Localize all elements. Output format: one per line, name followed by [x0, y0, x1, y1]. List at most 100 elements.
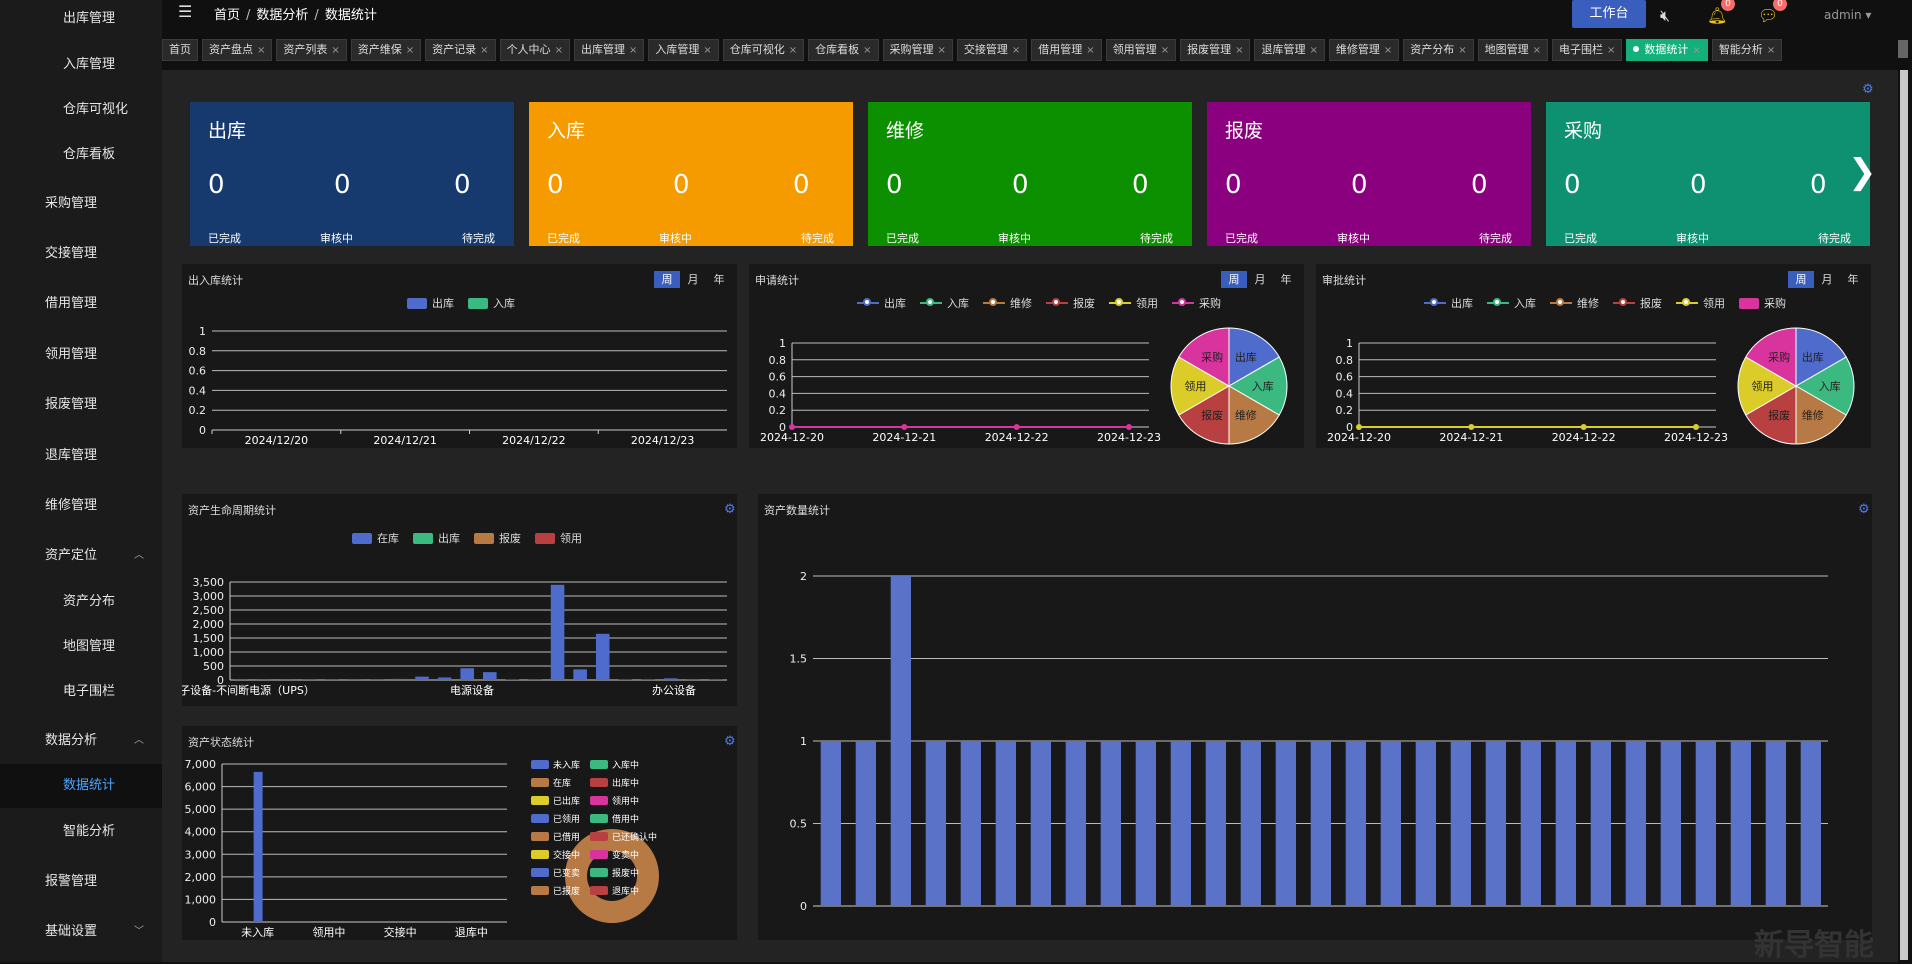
close-icon[interactable]: × [629, 45, 637, 56]
mute-icon[interactable]: 🔇︎ [1660, 6, 1670, 26]
close-icon[interactable]: × [1384, 45, 1392, 56]
sidebar-item[interactable]: 借用管理 [0, 290, 162, 318]
sidebar-item[interactable]: 交接管理 [0, 240, 162, 268]
pie-label: 出库 [1802, 350, 1824, 364]
sidebar-item-label: 智能分析 [63, 824, 115, 839]
sidebar-item[interactable]: 智能分析 [0, 818, 162, 846]
close-icon[interactable]: × [1692, 45, 1700, 56]
menu-toggle-icon[interactable]: ☰ [178, 2, 192, 21]
breadcrumb-home[interactable]: 首页 [214, 8, 240, 23]
sidebar-item[interactable]: 地图管理 [0, 633, 162, 661]
pie-label: 报废 [1201, 408, 1223, 422]
sidebar-item[interactable]: 报警管理 [0, 868, 162, 896]
tab-item[interactable]: 退库管理× [1254, 39, 1324, 61]
tab-item[interactable]: 资产列表× [276, 39, 346, 61]
sidebar-item-label: 报警管理 [45, 874, 97, 889]
sidebar-item[interactable]: 资产分布 [0, 588, 162, 616]
close-icon[interactable]: × [1607, 45, 1615, 56]
page-scrollbar[interactable] [1900, 70, 1908, 960]
close-icon[interactable]: × [1309, 45, 1317, 56]
sidebar-item[interactable]: 资产定位︿ [0, 542, 162, 570]
close-icon[interactable]: × [406, 45, 414, 56]
close-icon[interactable]: × [938, 45, 946, 56]
sidebar-item[interactable]: 数据统计 [0, 764, 162, 808]
tab-item[interactable]: 借用管理× [1031, 39, 1101, 61]
tab-item[interactable]: 资产记录× [425, 39, 495, 61]
watermark-logo: 新导智能 [1754, 920, 1874, 964]
tab-item[interactable]: 交接管理× [957, 39, 1027, 61]
sidebar-item[interactable]: 领用管理 [0, 341, 162, 369]
close-icon[interactable]: × [331, 45, 339, 56]
x-tick-label: 未入库 [241, 926, 274, 939]
close-icon[interactable]: × [1012, 45, 1020, 56]
bar [926, 741, 946, 906]
sidebar-item[interactable]: 电子围栏 [0, 678, 162, 706]
tab-item[interactable]: 入库管理× [648, 39, 718, 61]
tab-scroll-right[interactable] [1898, 40, 1908, 58]
close-icon[interactable]: × [1767, 45, 1775, 56]
sidebar-item[interactable]: 出库管理 [0, 5, 162, 33]
tab-item[interactable]: 仓库可视化× [723, 39, 804, 61]
sidebar-item[interactable]: 报废管理 [0, 391, 162, 419]
close-icon[interactable]: × [555, 45, 563, 56]
chevron-up-icon[interactable]: ︿ [134, 727, 144, 755]
y-tick-label: 2,000 [185, 871, 217, 884]
tab-item[interactable]: 领用管理× [1106, 39, 1176, 61]
sidebar-item[interactable]: 基础设置﹀ [0, 918, 162, 946]
tab-item[interactable]: 采购管理 × [883, 39, 953, 61]
tab-item[interactable]: 首页 [162, 39, 198, 61]
close-icon[interactable]: × [257, 45, 265, 56]
close-icon[interactable]: × [1086, 45, 1094, 56]
sidebar-item[interactable]: 退库管理 [0, 442, 162, 470]
y-tick-label: 0.6 [189, 365, 207, 378]
gear-icon[interactable]: ⚙ [1862, 82, 1874, 97]
tab-item[interactable]: 出库管理× [574, 39, 644, 61]
y-tick-label: 1 [1346, 337, 1353, 350]
sidebar-item[interactable]: 入库管理 [0, 51, 162, 79]
y-tick-label: 0.4 [1336, 387, 1354, 400]
tab-item[interactable]: 资产盘点× [202, 39, 272, 61]
sidebar-item-label: 仓库看板 [63, 147, 115, 162]
sidebar-item[interactable]: 仓库可视化 [0, 96, 162, 124]
tab-item[interactable]: 电子围栏× [1552, 39, 1622, 61]
bar [1311, 741, 1331, 906]
user-menu[interactable]: admin ▾ [1824, 8, 1871, 22]
tab-item[interactable]: 仓库看板× [808, 39, 878, 61]
close-icon[interactable]: × [1161, 45, 1169, 56]
chevron-up-icon[interactable]: ︿ [134, 542, 144, 570]
close-icon[interactable]: × [1235, 45, 1243, 56]
close-icon[interactable]: × [789, 45, 797, 56]
sidebar-item[interactable]: 采购管理 [0, 190, 162, 218]
tab-item[interactable]: 资产维保× [351, 39, 421, 61]
tab-item[interactable]: 数据统计× [1626, 39, 1707, 61]
sidebar-item-label: 报废管理 [45, 397, 97, 412]
tab-label: 采购管理 [890, 43, 934, 56]
close-icon[interactable]: × [1533, 45, 1541, 56]
breadcrumb-analysis[interactable]: 数据分析 [256, 8, 308, 23]
tab-item[interactable]: 资产分布× [1403, 39, 1473, 61]
y-tick-label: 0.2 [189, 404, 207, 417]
tab-item[interactable]: 维修管理× [1329, 39, 1399, 61]
close-icon[interactable]: × [1458, 45, 1466, 56]
carousel-next-icon[interactable]: ❯ [1848, 152, 1877, 192]
close-icon[interactable]: × [480, 45, 488, 56]
sidebar-item[interactable]: 数据分析︿ [0, 727, 162, 755]
tab-item[interactable]: 个人中心× [500, 39, 570, 61]
workbench-button[interactable]: 工作台 [1572, 0, 1646, 28]
tab-item[interactable]: 报废管理× [1180, 39, 1250, 61]
close-icon[interactable]: × [703, 45, 711, 56]
bar [1171, 741, 1191, 906]
tab-item[interactable]: 地图管理× [1478, 39, 1548, 61]
sidebar-item[interactable]: 仓库看板 [0, 141, 162, 169]
tab-item[interactable]: 智能分析× [1712, 39, 1782, 61]
sidebar-item[interactable]: 维修管理 [0, 492, 162, 520]
close-icon[interactable]: × [863, 45, 871, 56]
chevron-down-icon[interactable]: ﹀ [134, 918, 144, 946]
